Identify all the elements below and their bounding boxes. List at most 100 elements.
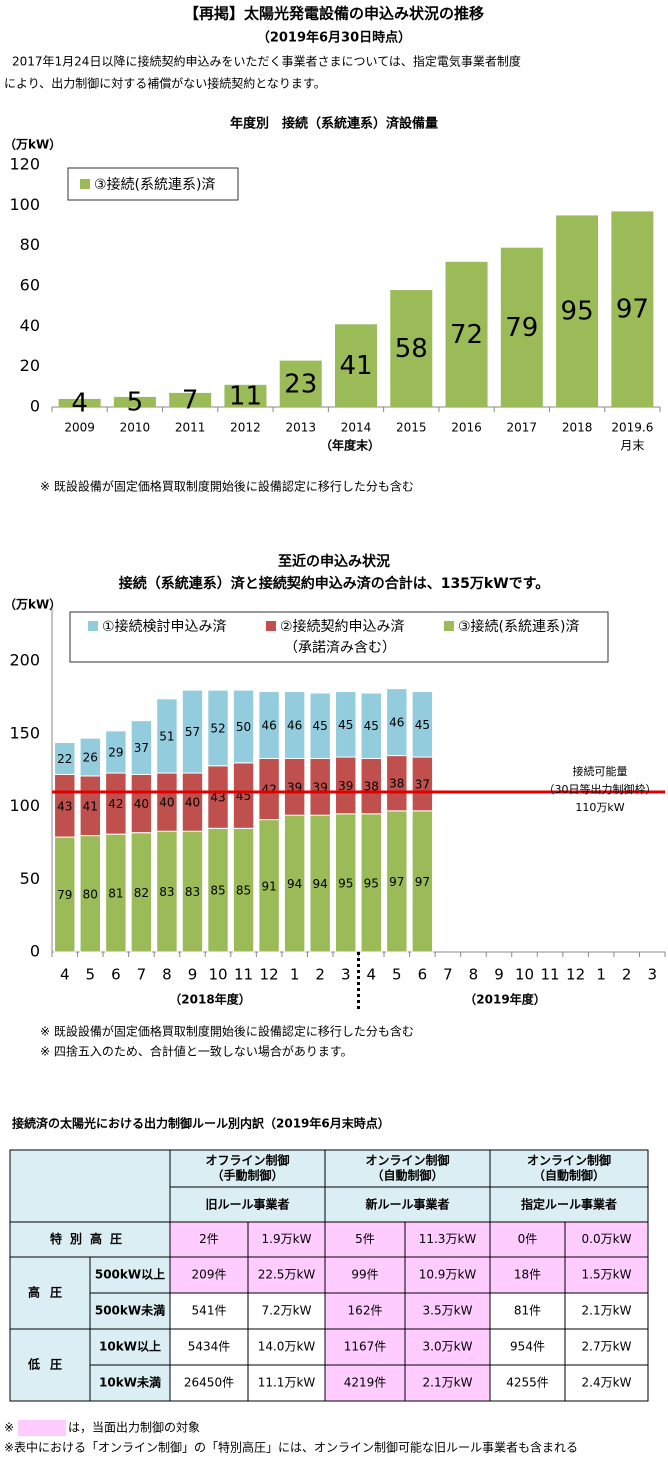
table-cell: [89, 1256, 171, 1294]
row-group-header: 高圧: [28, 1285, 72, 1300]
x-tick-label: 8: [469, 966, 479, 984]
legend-swatch: [444, 621, 454, 631]
x-tick-label: 2: [622, 966, 632, 984]
column-group-header: （自動制御）: [371, 1168, 443, 1183]
segment-value-label: 42: [108, 797, 123, 811]
reference-label: 110万kW: [575, 801, 624, 814]
x-tick-label: 1: [290, 966, 300, 984]
table-cell: [247, 1328, 326, 1366]
fiscal-year-label: （2019年度）: [464, 992, 545, 1007]
table-value: 4255件: [506, 1376, 549, 1390]
table-cell: [324, 1328, 406, 1366]
table-cell: [9, 1149, 171, 1223]
segment-value-label: 39: [338, 779, 353, 793]
x-tick-label: 9: [494, 966, 504, 984]
table-cell: [489, 1149, 649, 1188]
segment-value-label: 29: [108, 745, 123, 759]
row-header: 500kW未満: [95, 1303, 165, 1318]
x-tick-label: 1: [596, 966, 606, 984]
legend-note: （承諾済み含む）: [284, 640, 396, 656]
table-value: 26450件: [184, 1376, 234, 1390]
bar-value-label: 41: [339, 351, 372, 381]
table-cell: [564, 1364, 649, 1402]
y-unit: （万kW）: [4, 597, 61, 612]
table-value: 2件: [199, 1232, 219, 1246]
table-value: 81件: [514, 1304, 541, 1318]
y-tick-label: 120: [9, 155, 40, 174]
bar-segment: [386, 688, 408, 757]
legend-label: ③接続(系統連系)済: [94, 176, 215, 193]
segment-value-label: 43: [210, 791, 225, 805]
segment-value-label: 95: [338, 876, 353, 890]
bar-segment: [283, 691, 306, 759]
row-group-header: 低圧: [27, 1357, 72, 1372]
bar-value-label: 11: [229, 381, 262, 411]
table-value: 11.3万kW: [419, 1232, 477, 1246]
bar-segment: [360, 692, 382, 759]
x-tick-label: 2011: [175, 421, 206, 435]
bar-value-label: 97: [616, 295, 649, 325]
row-header: 500kW以上: [95, 1267, 165, 1282]
bar: [113, 396, 156, 407]
y-tick-label: 80: [20, 235, 40, 254]
segment-value-label: 81: [108, 887, 123, 901]
table-cell: [404, 1292, 491, 1330]
x-tick-label: 7: [443, 966, 453, 984]
x-tick-label: 2: [315, 966, 325, 984]
table-cell: [489, 1328, 566, 1366]
legend-box: [67, 167, 239, 201]
column-group-header: （手動制御）: [211, 1168, 283, 1183]
legend-box: [69, 611, 609, 663]
table-cell: [564, 1221, 649, 1258]
segment-value-label: 83: [159, 885, 174, 899]
table-value: 2.1万kW: [582, 1304, 632, 1318]
legend-label: ①接続検討申込み済: [102, 618, 227, 635]
bar: [279, 360, 322, 407]
table-cell: [169, 1292, 249, 1330]
bar: [334, 324, 378, 407]
table-title: 接続済の太陽光における出力制御ルール別内訳（2019年6月末時点）: [12, 1116, 390, 1131]
bar: [611, 211, 654, 407]
table-value: 2.1万kW: [423, 1376, 473, 1390]
segment-value-label: 46: [261, 719, 276, 733]
table-value: 5434件: [188, 1340, 231, 1354]
table-cell: [247, 1364, 326, 1402]
segment-value-label: 46: [287, 719, 302, 733]
x-tick-label: 6: [418, 966, 428, 984]
table-cell: [324, 1186, 491, 1223]
legend-label: ②接続契約申込み済: [280, 618, 405, 635]
x-tick-label: 2012: [230, 421, 261, 435]
x-tick-label: 10: [515, 966, 534, 984]
bar-value-label: 23: [284, 369, 317, 399]
table-cell: [489, 1364, 566, 1402]
y-tick-label: 150: [9, 723, 40, 742]
highlight-legend-swatch: [18, 1420, 66, 1436]
page-date: （2019年6月30日時点）: [257, 30, 411, 46]
table-cell: [247, 1221, 326, 1258]
chart-note: ※ 四捨五入のため、合計値と一致しない場合があります。: [40, 1044, 353, 1059]
segment-value-label: 42: [261, 783, 276, 797]
column-group-header: （自動制御）: [533, 1168, 605, 1183]
x-tick-label: 11: [234, 966, 253, 984]
table-value: 954件: [510, 1340, 545, 1354]
table-cell: [404, 1364, 491, 1402]
table-value: 4219件: [344, 1376, 387, 1390]
bar-segment: [181, 689, 204, 774]
table-cell: [564, 1292, 649, 1330]
column-header: 指定ルール事業者: [521, 1197, 617, 1212]
table-value: 1.9万kW: [262, 1232, 312, 1246]
segment-value-label: 26: [83, 751, 98, 765]
legend-swatch: [80, 179, 90, 189]
table-value: 0件: [518, 1232, 538, 1246]
y-tick-label: 60: [20, 276, 40, 295]
legend-label: ③接続(系統連系)済: [458, 618, 579, 635]
table-cell: [169, 1364, 249, 1402]
y-tick-label: 0: [30, 397, 40, 416]
bar: [500, 247, 543, 407]
footnote-mark: ※: [4, 1421, 14, 1435]
table-value: 2.7万kW: [582, 1340, 632, 1354]
table-value: 5件: [355, 1232, 375, 1246]
x-tick-label-suffix: 月末: [620, 439, 644, 453]
table-cell: [89, 1364, 171, 1402]
table-value: 11.1万kW: [258, 1376, 316, 1390]
